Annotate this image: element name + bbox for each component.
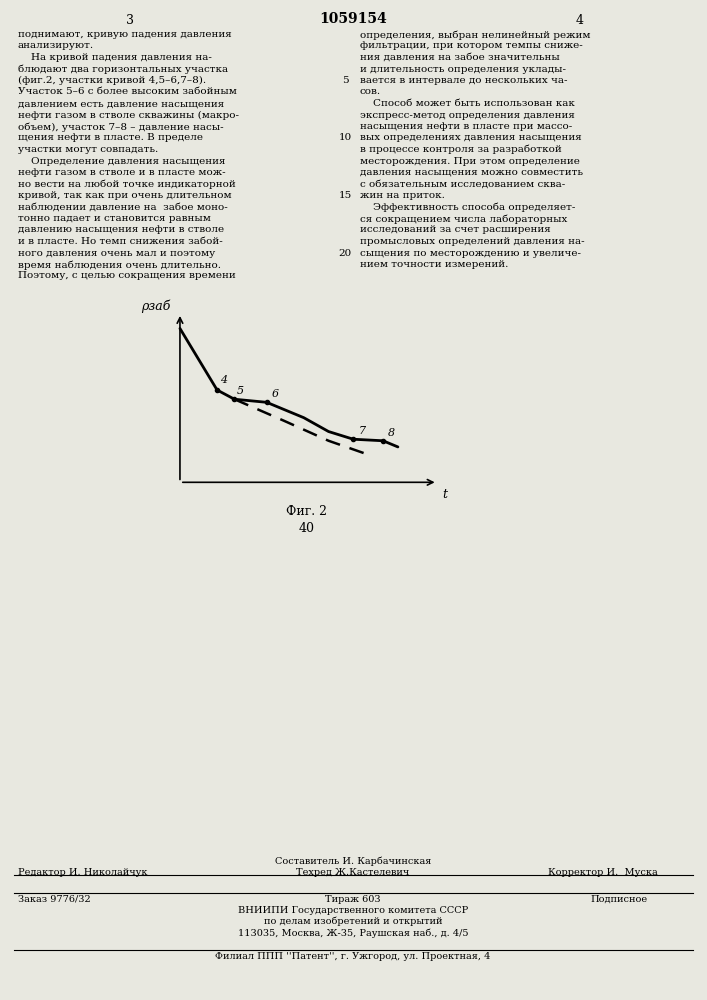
Text: Фиг. 2: Фиг. 2 (286, 505, 327, 518)
Text: 20: 20 (339, 248, 351, 257)
Text: кривой, так как при очень длительном: кривой, так как при очень длительном (18, 191, 232, 200)
Text: фильтрации, при котором темпы сниже-: фильтрации, при котором темпы сниже- (360, 41, 583, 50)
Text: 1059154: 1059154 (319, 12, 387, 26)
Text: нием точности измерений.: нием точности измерений. (360, 260, 508, 269)
Text: нефти газом в стволе скважины (макро-: нефти газом в стволе скважины (макро- (18, 110, 239, 120)
Text: Способ может быть использован как: Способ может быть использован как (360, 99, 575, 108)
Text: 4: 4 (576, 14, 584, 27)
Text: 3: 3 (126, 14, 134, 27)
Text: t: t (443, 488, 448, 501)
Text: ного давления очень мал и поэтому: ного давления очень мал и поэтому (18, 248, 215, 257)
Text: Поэтому, с целью сокращения времени: Поэтому, с целью сокращения времени (18, 271, 235, 280)
Text: Техред Ж.Кастелевич: Техред Ж.Кастелевич (296, 868, 409, 877)
Text: Участок 5–6 с более высоким забойным: Участок 5–6 с более высоким забойным (18, 88, 237, 97)
Text: исследований за счет расширения: исследований за счет расширения (360, 226, 551, 234)
Text: блюдают два горизонтальных участка: блюдают два горизонтальных участка (18, 64, 228, 74)
Text: вается в интервале до нескольких ча-: вается в интервале до нескольких ча- (360, 76, 568, 85)
Text: экспресс-метод определения давления: экспресс-метод определения давления (360, 110, 575, 119)
Text: 6: 6 (271, 389, 279, 399)
Text: по делам изобретений и открытий: по делам изобретений и открытий (264, 917, 443, 926)
Text: давлением есть давление насыщения: давлением есть давление насыщения (18, 99, 224, 108)
Text: Тираж 603: Тираж 603 (325, 895, 381, 904)
Text: сов.: сов. (360, 88, 381, 97)
Text: сыщения по месторождению и увеличе-: сыщения по месторождению и увеличе- (360, 248, 581, 257)
Text: 10: 10 (339, 133, 351, 142)
Text: Определение давления насыщения: Определение давления насыщения (18, 156, 226, 165)
Text: и длительность определения уклады-: и длительность определения уклады- (360, 64, 566, 74)
Text: 15: 15 (339, 191, 351, 200)
Text: определения, выбран нелинейный режим: определения, выбран нелинейный режим (360, 30, 590, 39)
Text: 8: 8 (388, 428, 395, 438)
Text: в процессе контроля за разработкой: в процессе контроля за разработкой (360, 145, 562, 154)
Text: Заказ 9776/32: Заказ 9776/32 (18, 895, 90, 904)
Text: Эффективность способа определяет-: Эффективность способа определяет- (360, 202, 575, 212)
Text: поднимают, кривую падения давления: поднимают, кривую падения давления (18, 30, 232, 39)
Text: давления насыщения можно совместить: давления насыщения можно совместить (360, 168, 583, 177)
Text: давлению насыщения нефти в стволе: давлению насыщения нефти в стволе (18, 226, 224, 234)
Text: На кривой падения давления на-: На кривой падения давления на- (18, 53, 212, 62)
Text: ся сокращением числа лабораторных: ся сокращением числа лабораторных (360, 214, 568, 224)
Text: тонно падает и становится равным: тонно падает и становится равным (18, 214, 211, 223)
Text: анализируют.: анализируют. (18, 41, 94, 50)
Text: но вести на любой точке индикаторной: но вести на любой точке индикаторной (18, 180, 235, 189)
Text: нефти газом в стволе и в пласте мож-: нефти газом в стволе и в пласте мож- (18, 168, 226, 177)
Text: 7: 7 (358, 426, 366, 436)
Text: 40: 40 (299, 522, 315, 535)
Text: 5: 5 (341, 76, 349, 85)
Text: щения нефти в пласте. В пределе: щения нефти в пласте. В пределе (18, 133, 203, 142)
Text: ния давления на забое значительны: ния давления на забое значительны (360, 53, 560, 62)
Text: участки могут совпадать.: участки могут совпадать. (18, 145, 158, 154)
Text: ρзаб: ρзаб (141, 300, 170, 313)
Text: Подписное: Подписное (590, 895, 647, 904)
Text: 5: 5 (237, 386, 244, 396)
Text: Составитель И. Карбачинская: Составитель И. Карбачинская (275, 857, 431, 866)
Text: вых определениях давления насыщения: вых определениях давления насыщения (360, 133, 582, 142)
Text: жин на приток.: жин на приток. (360, 191, 445, 200)
Text: промысловых определений давления на-: промысловых определений давления на- (360, 237, 585, 246)
Text: объем), участок 7–8 – давление насы-: объем), участок 7–8 – давление насы- (18, 122, 223, 131)
Text: 4: 4 (220, 375, 227, 385)
Text: 113035, Москва, Ж-35, Раушская наб., д. 4/5: 113035, Москва, Ж-35, Раушская наб., д. … (238, 928, 468, 938)
Text: (фиг.2, участки кривой 4,5–6,7–8).: (фиг.2, участки кривой 4,5–6,7–8). (18, 76, 206, 85)
Text: наблюдении давление на  забое моно-: наблюдении давление на забое моно- (18, 202, 228, 212)
Text: Филиал ППП ''Патент'', г. Ужгород, ул. Проектная, 4: Филиал ППП ''Патент'', г. Ужгород, ул. П… (216, 952, 491, 961)
Text: и в пласте. Но темп снижения забой-: и в пласте. Но темп снижения забой- (18, 237, 223, 246)
Text: с обязательным исследованием сква-: с обязательным исследованием сква- (360, 180, 566, 188)
Text: насыщения нефти в пласте при массо-: насыщения нефти в пласте при массо- (360, 122, 572, 131)
Text: ВНИИПИ Государственного комитета СССР: ВНИИПИ Государственного комитета СССР (238, 906, 468, 915)
Text: Редактор И. Николайчук: Редактор И. Николайчук (18, 868, 148, 877)
Text: Корректор И.  Муска: Корректор И. Муска (548, 868, 658, 877)
Text: время наблюдения очень длительно.: время наблюдения очень длительно. (18, 260, 221, 269)
Text: месторождения. При этом определение: месторождения. При этом определение (360, 156, 580, 165)
